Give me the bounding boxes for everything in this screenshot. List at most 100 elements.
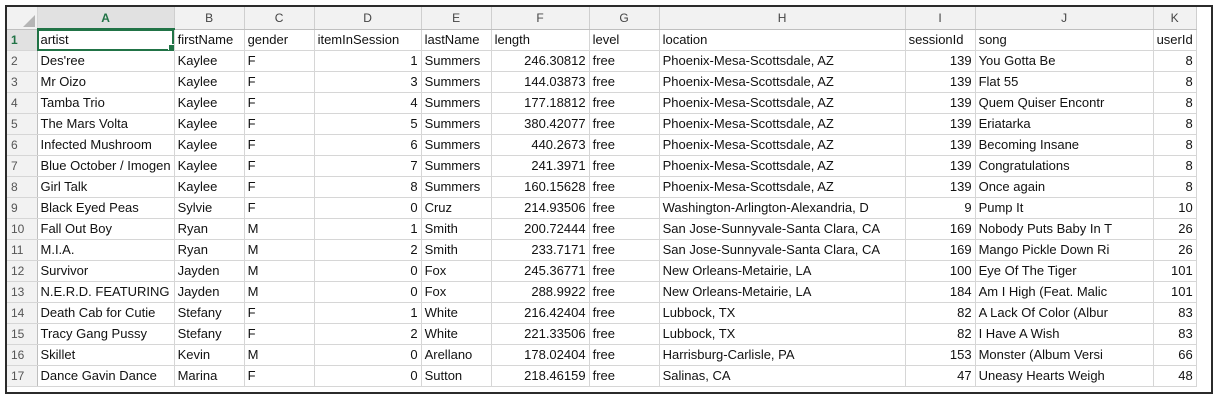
cell[interactable]: Skillet xyxy=(37,344,175,366)
cell[interactable]: 2 xyxy=(314,323,422,345)
cell[interactable]: free xyxy=(589,176,660,198)
cell[interactable]: free xyxy=(589,344,660,366)
cell[interactable]: free xyxy=(589,50,660,72)
cell[interactable]: 288.9922 xyxy=(491,281,590,303)
cell[interactable]: Des'ree xyxy=(37,50,175,72)
cell[interactable]: 200.72444 xyxy=(491,218,590,240)
cell[interactable]: Kevin xyxy=(174,344,245,366)
row-header[interactable]: 3 xyxy=(7,71,38,93)
cell[interactable]: free xyxy=(589,218,660,240)
row-header[interactable]: 15 xyxy=(7,323,38,345)
select-all-corner[interactable] xyxy=(7,7,38,30)
cell[interactable]: Blue October / Imogen xyxy=(37,155,175,177)
header-cell[interactable]: gender xyxy=(244,29,315,51)
cell[interactable]: M xyxy=(244,218,315,240)
cell[interactable]: Ryan xyxy=(174,239,245,261)
cell[interactable]: 440.2673 xyxy=(491,134,590,156)
cell[interactable]: free xyxy=(589,197,660,219)
cell[interactable]: 0 xyxy=(314,281,422,303)
fill-handle[interactable] xyxy=(167,44,174,50)
row-header[interactable]: 11 xyxy=(7,239,38,261)
column-header-c[interactable]: C xyxy=(244,7,315,30)
row-header[interactable]: 17 xyxy=(7,365,38,387)
cell[interactable]: 380.42077 xyxy=(491,113,590,135)
row-header[interactable]: 2 xyxy=(7,50,38,72)
cell[interactable]: Mango Pickle Down Ri xyxy=(975,239,1154,261)
cell[interactable]: free xyxy=(589,155,660,177)
cell[interactable]: 177.18812 xyxy=(491,92,590,114)
cell[interactable]: Kaylee xyxy=(174,134,245,156)
row-header[interactable]: 9 xyxy=(7,197,38,219)
header-cell[interactable]: firstName xyxy=(174,29,245,51)
cell[interactable]: Ryan xyxy=(174,218,245,240)
cell[interactable]: 245.36771 xyxy=(491,260,590,282)
cell[interactable]: Phoenix-Mesa-Scottsdale, AZ xyxy=(659,176,906,198)
cell[interactable]: 8 xyxy=(1153,176,1197,198)
column-header-b[interactable]: B xyxy=(174,7,245,30)
row-header[interactable]: 4 xyxy=(7,92,38,114)
cell[interactable]: A Lack Of Color (Albur xyxy=(975,302,1154,324)
cell[interactable]: Monster (Album Versi xyxy=(975,344,1154,366)
row-header[interactable]: 13 xyxy=(7,281,38,303)
cell[interactable]: Kaylee xyxy=(174,176,245,198)
cell[interactable]: Am I High (Feat. Malic xyxy=(975,281,1154,303)
cell[interactable]: F xyxy=(244,176,315,198)
column-header-e[interactable]: E xyxy=(421,7,492,30)
column-header-g[interactable]: G xyxy=(589,7,660,30)
cell[interactable]: Cruz xyxy=(421,197,492,219)
header-cell[interactable]: sessionId xyxy=(905,29,976,51)
cell[interactable]: 6 xyxy=(314,134,422,156)
row-header[interactable]: 1 xyxy=(7,29,38,51)
cell[interactable]: M xyxy=(244,281,315,303)
cell[interactable]: free xyxy=(589,302,660,324)
cell[interactable]: Phoenix-Mesa-Scottsdale, AZ xyxy=(659,71,906,93)
cell[interactable]: Smith xyxy=(421,239,492,261)
cell[interactable]: 8 xyxy=(1153,71,1197,93)
cell[interactable]: Phoenix-Mesa-Scottsdale, AZ xyxy=(659,50,906,72)
header-cell[interactable]: song xyxy=(975,29,1154,51)
cell[interactable]: 216.42404 xyxy=(491,302,590,324)
cell[interactable]: 169 xyxy=(905,239,976,261)
row-header[interactable]: 5 xyxy=(7,113,38,135)
column-header-a[interactable]: A xyxy=(37,7,175,30)
column-header-k[interactable]: K xyxy=(1153,7,1197,30)
cell[interactable]: F xyxy=(244,92,315,114)
header-cell[interactable]: location xyxy=(659,29,906,51)
cell[interactable]: White xyxy=(421,302,492,324)
cell[interactable]: 1 xyxy=(314,218,422,240)
cell[interactable]: Kaylee xyxy=(174,113,245,135)
cell[interactable]: Lubbock, TX xyxy=(659,323,906,345)
column-header-i[interactable]: I xyxy=(905,7,976,30)
cell[interactable]: Tracy Gang Pussy xyxy=(37,323,175,345)
cell[interactable]: F xyxy=(244,323,315,345)
cell[interactable]: free xyxy=(589,239,660,261)
cell[interactable]: Kaylee xyxy=(174,50,245,72)
cell[interactable]: F xyxy=(244,197,315,219)
cell[interactable]: M.I.A. xyxy=(37,239,175,261)
cell[interactable]: 214.93506 xyxy=(491,197,590,219)
cell[interactable]: 139 xyxy=(905,92,976,114)
cell[interactable]: 8 xyxy=(1153,134,1197,156)
cell[interactable]: Arellano xyxy=(421,344,492,366)
cell[interactable]: Girl Talk xyxy=(37,176,175,198)
cell[interactable]: F xyxy=(244,71,315,93)
cell[interactable]: 82 xyxy=(905,302,976,324)
cell[interactable]: 100 xyxy=(905,260,976,282)
cell[interactable]: Summers xyxy=(421,176,492,198)
cell[interactable]: 221.33506 xyxy=(491,323,590,345)
cell[interactable]: N.E.R.D. FEATURING xyxy=(37,281,175,303)
cell[interactable]: F xyxy=(244,113,315,135)
cell[interactable]: Fox xyxy=(421,260,492,282)
cell[interactable]: Flat 55 xyxy=(975,71,1154,93)
cell[interactable]: 144.03873 xyxy=(491,71,590,93)
cell[interactable]: Once again xyxy=(975,176,1154,198)
cell[interactable]: Fall Out Boy xyxy=(37,218,175,240)
cell[interactable]: Summers xyxy=(421,71,492,93)
cell[interactable]: 48 xyxy=(1153,365,1197,387)
cell[interactable]: 66 xyxy=(1153,344,1197,366)
cell[interactable]: Lubbock, TX xyxy=(659,302,906,324)
cell[interactable]: Death Cab for Cutie xyxy=(37,302,175,324)
cell[interactable]: Becoming Insane xyxy=(975,134,1154,156)
cell[interactable]: Tamba Trio xyxy=(37,92,175,114)
header-cell[interactable]: itemInSession xyxy=(314,29,422,51)
